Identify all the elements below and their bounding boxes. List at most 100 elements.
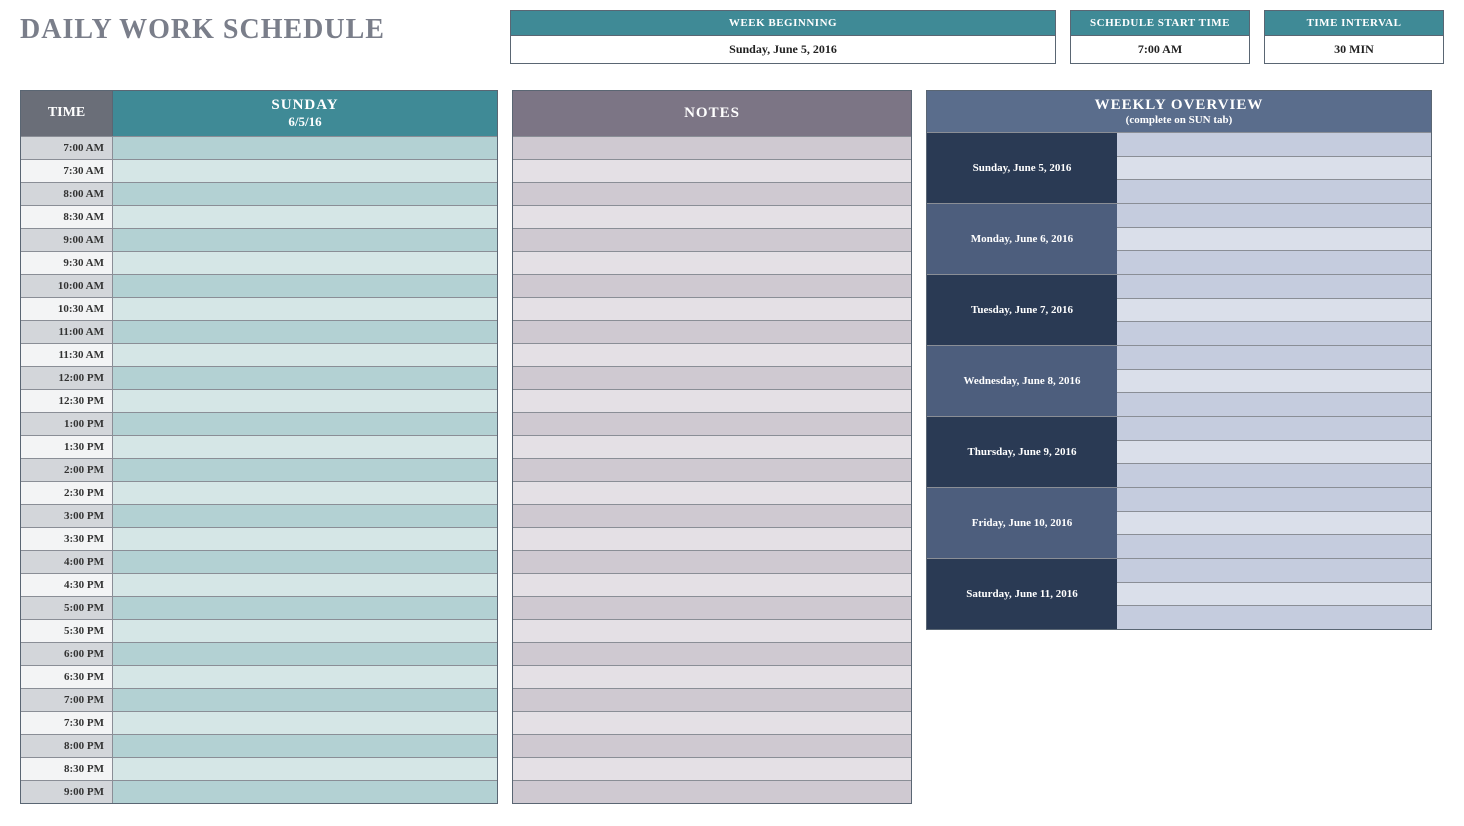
overview-slot-cell[interactable] xyxy=(1117,583,1431,607)
notes-row[interactable] xyxy=(513,389,911,412)
slot-cell[interactable] xyxy=(113,482,497,504)
time-cell: 8:30 AM xyxy=(21,206,113,228)
notes-row[interactable] xyxy=(513,366,911,389)
slot-cell[interactable] xyxy=(113,137,497,159)
schedule-row: 9:30 AM xyxy=(21,251,497,274)
overview-day-label: Saturday, June 11, 2016 xyxy=(927,559,1117,629)
notes-row[interactable] xyxy=(513,527,911,550)
slot-cell[interactable] xyxy=(113,321,497,343)
overview-row: Friday, June 10, 2016 xyxy=(927,487,1431,558)
notes-row[interactable] xyxy=(513,228,911,251)
notes-row[interactable] xyxy=(513,688,911,711)
slot-cell[interactable] xyxy=(113,666,497,688)
notes-row[interactable] xyxy=(513,182,911,205)
overview-slot-cell[interactable] xyxy=(1117,606,1431,629)
overview-slot-cell[interactable] xyxy=(1117,133,1431,157)
overview-slot-cell[interactable] xyxy=(1117,180,1431,203)
notes-rows xyxy=(513,136,911,803)
notes-row[interactable] xyxy=(513,642,911,665)
slot-cell[interactable] xyxy=(113,712,497,734)
time-cell: 8:00 AM xyxy=(21,183,113,205)
schedule-header: TIME SUNDAY 6/5/16 xyxy=(21,91,497,136)
slot-cell[interactable] xyxy=(113,390,497,412)
overview-slot-cell[interactable] xyxy=(1117,299,1431,323)
notes-row[interactable] xyxy=(513,734,911,757)
notes-row[interactable] xyxy=(513,343,911,366)
slot-cell[interactable] xyxy=(113,367,497,389)
slot-cell[interactable] xyxy=(113,275,497,297)
overview-slot-cell[interactable] xyxy=(1117,441,1431,465)
notes-row[interactable] xyxy=(513,780,911,803)
slot-cell[interactable] xyxy=(113,597,497,619)
schedule-row: 7:00 AM xyxy=(21,136,497,159)
slot-cell[interactable] xyxy=(113,620,497,642)
notes-row[interactable] xyxy=(513,205,911,228)
overview-slot-cell[interactable] xyxy=(1117,464,1431,487)
slot-cell[interactable] xyxy=(113,344,497,366)
notes-row[interactable] xyxy=(513,136,911,159)
overview-slot-cell[interactable] xyxy=(1117,322,1431,345)
slot-cell[interactable] xyxy=(113,781,497,803)
slot-cell[interactable] xyxy=(113,758,497,780)
overview-slots xyxy=(1117,204,1431,274)
notes-row[interactable] xyxy=(513,412,911,435)
notes-row[interactable] xyxy=(513,757,911,780)
overview-slot-cell[interactable] xyxy=(1117,535,1431,558)
overview-slot-cell[interactable] xyxy=(1117,157,1431,181)
overview-slot-cell[interactable] xyxy=(1117,251,1431,274)
overview-slot-cell[interactable] xyxy=(1117,204,1431,228)
slot-cell[interactable] xyxy=(113,160,497,182)
notes-row[interactable] xyxy=(513,504,911,527)
overview-slot-cell[interactable] xyxy=(1117,488,1431,512)
slot-cell[interactable] xyxy=(113,206,497,228)
notes-row[interactable] xyxy=(513,550,911,573)
overview-slots xyxy=(1117,275,1431,345)
slot-cell[interactable] xyxy=(113,436,497,458)
time-cell: 11:00 AM xyxy=(21,321,113,343)
overview-slot-cell[interactable] xyxy=(1117,512,1431,536)
notes-row[interactable] xyxy=(513,665,911,688)
slot-cell[interactable] xyxy=(113,229,497,251)
overview-slot-cell[interactable] xyxy=(1117,417,1431,441)
notes-row[interactable] xyxy=(513,251,911,274)
start-time-value[interactable]: 7:00 AM xyxy=(1071,36,1249,63)
slot-cell[interactable] xyxy=(113,689,497,711)
overview-slot-cell[interactable] xyxy=(1117,275,1431,299)
notes-row[interactable] xyxy=(513,481,911,504)
notes-row[interactable] xyxy=(513,573,911,596)
slot-cell[interactable] xyxy=(113,505,497,527)
slot-cell[interactable] xyxy=(113,735,497,757)
slot-cell[interactable] xyxy=(113,413,497,435)
slot-cell[interactable] xyxy=(113,528,497,550)
overview-slot-cell[interactable] xyxy=(1117,370,1431,394)
overview-day-label: Wednesday, June 8, 2016 xyxy=(927,346,1117,416)
slot-cell[interactable] xyxy=(113,183,497,205)
overview-slot-cell[interactable] xyxy=(1117,559,1431,583)
overview-row: Monday, June 6, 2016 xyxy=(927,203,1431,274)
slot-cell[interactable] xyxy=(113,551,497,573)
notes-row[interactable] xyxy=(513,159,911,182)
notes-column: NOTES xyxy=(512,90,912,804)
overview-slot-cell[interactable] xyxy=(1117,393,1431,416)
overview-slot-cell[interactable] xyxy=(1117,228,1431,252)
notes-row[interactable] xyxy=(513,619,911,642)
notes-row[interactable] xyxy=(513,297,911,320)
slot-cell[interactable] xyxy=(113,574,497,596)
time-cell: 3:30 PM xyxy=(21,528,113,550)
time-cell: 1:00 PM xyxy=(21,413,113,435)
notes-row[interactable] xyxy=(513,435,911,458)
slot-cell[interactable] xyxy=(113,643,497,665)
notes-row[interactable] xyxy=(513,596,911,619)
time-cell: 4:00 PM xyxy=(21,551,113,573)
slot-cell[interactable] xyxy=(113,298,497,320)
week-beginning-value[interactable]: Sunday, June 5, 2016 xyxy=(511,36,1055,63)
overview-slot-cell[interactable] xyxy=(1117,346,1431,370)
notes-row[interactable] xyxy=(513,711,911,734)
time-interval-value[interactable]: 30 MIN xyxy=(1265,36,1443,63)
slot-cell[interactable] xyxy=(113,252,497,274)
notes-row[interactable] xyxy=(513,320,911,343)
slot-cell[interactable] xyxy=(113,459,497,481)
time-cell: 5:30 PM xyxy=(21,620,113,642)
notes-row[interactable] xyxy=(513,458,911,481)
notes-row[interactable] xyxy=(513,274,911,297)
